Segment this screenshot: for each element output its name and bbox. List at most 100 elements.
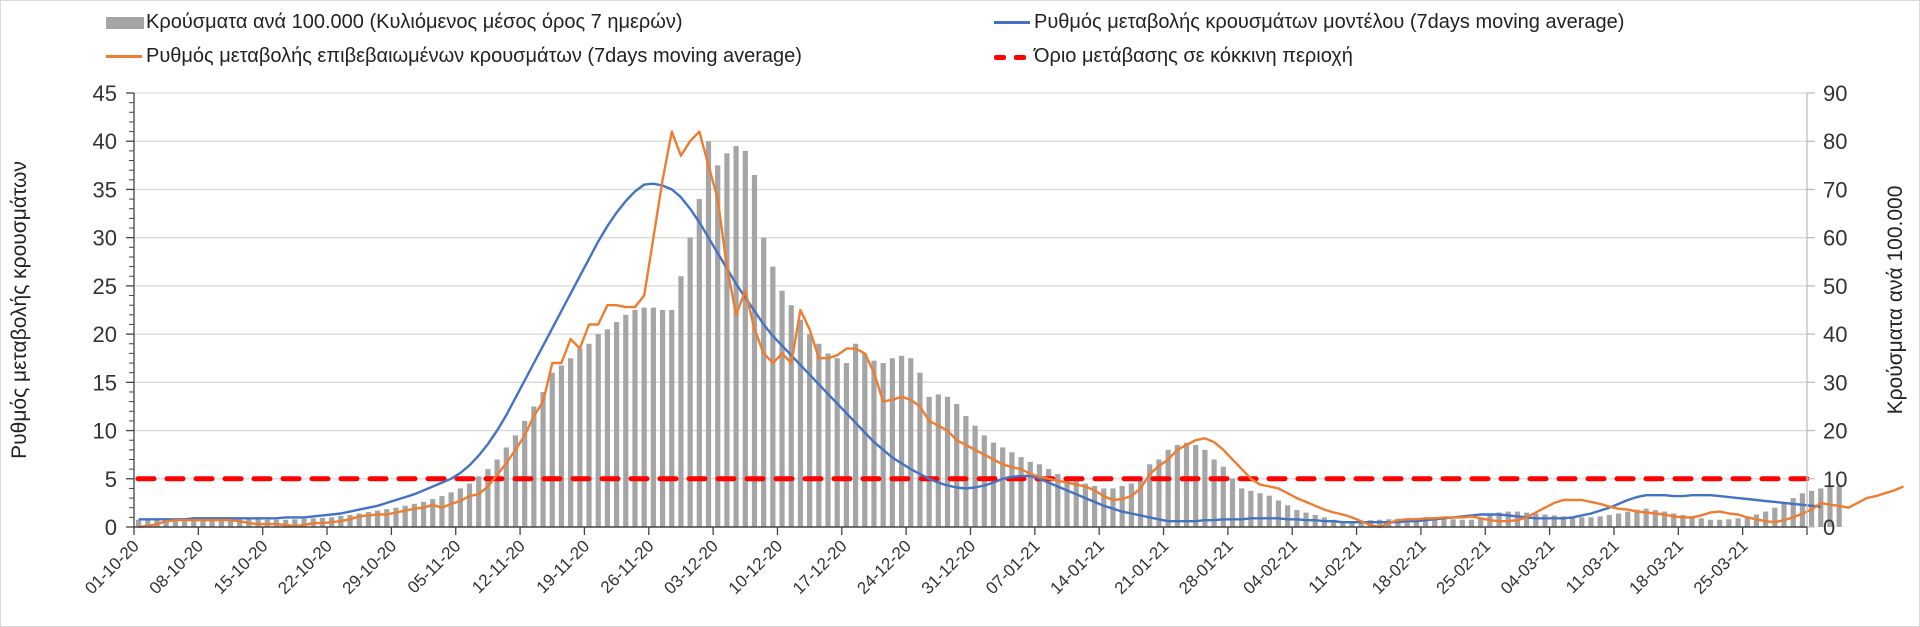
bar [1763, 511, 1769, 527]
bar [1533, 513, 1539, 527]
bar [650, 307, 656, 527]
legend-item-threshold: Όριο μετάβασης σε κόκκινη περιοχή [994, 45, 1353, 68]
bar [301, 518, 307, 527]
bar [1340, 522, 1346, 527]
bar [1615, 513, 1622, 527]
bar [1064, 478, 1070, 527]
bar [1358, 521, 1364, 527]
bar [926, 396, 932, 527]
bar [163, 518, 169, 527]
bar [935, 394, 941, 527]
bar [807, 334, 813, 527]
bar [1248, 490, 1254, 527]
bar [586, 343, 592, 527]
legend-label-model-rate: Ρυθμός μεταβολής κρουσμάτων μοντέλου (7d… [1034, 11, 1625, 33]
bar [568, 358, 574, 527]
left-tick-label: 20 [93, 322, 117, 347]
bar [430, 499, 436, 527]
bar [1119, 486, 1125, 527]
bar [494, 459, 500, 527]
bar [209, 518, 215, 527]
bar [1772, 507, 1778, 527]
bar [761, 237, 767, 527]
bar [393, 507, 399, 527]
bar [1606, 514, 1612, 527]
bar [705, 141, 712, 527]
bar [669, 310, 675, 527]
bar [1478, 518, 1484, 527]
bar [1588, 517, 1594, 527]
gridlines [134, 92, 1807, 480]
confirmed-rate-line [138, 130, 1904, 529]
x-tick-label: 15-10-20 [210, 536, 272, 598]
x-tick-label: 12-11-20 [468, 536, 529, 597]
bar [834, 358, 840, 527]
bar [347, 514, 353, 527]
bar [1726, 519, 1732, 527]
bar [724, 153, 730, 527]
bar [816, 343, 822, 527]
bar [1643, 508, 1649, 527]
bar [1799, 493, 1806, 527]
model-rate-line [138, 182, 1821, 524]
bar [1579, 517, 1585, 527]
x-tick-label: 11-03-21 [1562, 536, 1623, 597]
bar [1652, 510, 1658, 527]
bar [1046, 469, 1052, 527]
lines-layer [138, 130, 1904, 529]
bar [632, 310, 638, 527]
bar [1524, 512, 1530, 527]
bar [1827, 486, 1833, 527]
bar [972, 425, 978, 527]
bar [1101, 488, 1107, 527]
bar [954, 404, 960, 527]
bar [1137, 476, 1144, 527]
bar [356, 513, 362, 527]
bar [402, 505, 408, 527]
bar [1073, 481, 1079, 527]
bar [1744, 516, 1750, 527]
bar [751, 174, 758, 527]
left-tick-label: 15 [93, 370, 117, 395]
bar [852, 343, 859, 527]
orange-line-swatch-icon [106, 55, 142, 58]
bar [1432, 517, 1438, 527]
legend-label-threshold: Όριο μετάβασης σε κόκκινη περιοχή [1034, 45, 1353, 67]
bar [1680, 514, 1686, 527]
bar [1275, 500, 1282, 527]
bar [1229, 478, 1236, 527]
bar [1505, 511, 1511, 527]
bar [237, 518, 243, 527]
bar [1717, 519, 1723, 527]
right-tick-label: 40 [1823, 322, 1847, 347]
bar [733, 146, 739, 528]
x-tick-label: 01-10-20 [81, 536, 143, 598]
bar [898, 355, 905, 527]
bar [1239, 488, 1245, 527]
x-tick-label: 05-11-20 [404, 536, 465, 597]
bar [200, 518, 206, 527]
left-tick-label: 5 [105, 467, 117, 492]
bar [531, 406, 537, 527]
x-tick-label: 28-01-21 [1175, 536, 1237, 598]
x-tick-label: 24-12-20 [853, 536, 915, 598]
bar [659, 310, 666, 527]
x-tick-label: 17-12-20 [789, 536, 851, 598]
bar [1165, 449, 1171, 527]
bar [1707, 519, 1714, 527]
x-tick-label: 31-12-20 [918, 536, 980, 598]
bar [1569, 517, 1576, 527]
bar [1551, 515, 1557, 527]
bar [678, 276, 684, 527]
left-tick-label: 45 [93, 81, 117, 106]
left-tick-label: 40 [93, 129, 117, 154]
bar [1183, 442, 1190, 527]
bar [917, 372, 923, 527]
bar [641, 307, 647, 527]
bar [1468, 519, 1475, 527]
x-tick-label: 29-10-20 [339, 536, 401, 598]
x-tick-label: 21-01-21 [1111, 536, 1173, 598]
bar [880, 363, 886, 527]
bar [742, 150, 748, 527]
